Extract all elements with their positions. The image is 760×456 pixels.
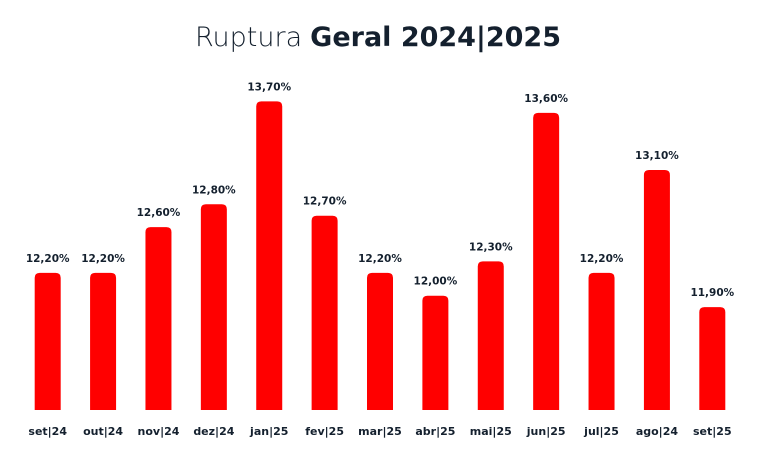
x-tick-label: jun|25: [526, 425, 566, 438]
value-label: 13,60%: [524, 93, 568, 105]
x-tick-label: abr|25: [415, 425, 455, 438]
x-tick-label: set|25: [693, 425, 732, 438]
x-tick-label: dez|24: [193, 425, 234, 438]
x-tick-label: set|24: [28, 425, 67, 438]
chart-title: Ruptura Geral 2024|2025: [195, 22, 561, 53]
x-tick-label: mai|25: [470, 425, 512, 438]
x-tick-label: mar|25: [358, 425, 402, 438]
value-label: 12,00%: [414, 276, 458, 288]
bar: [145, 227, 172, 410]
bar: [699, 307, 726, 410]
value-label: 12,60%: [137, 207, 181, 219]
x-tick-label: jul|25: [583, 425, 619, 438]
bar: [477, 261, 504, 410]
bar: [90, 272, 117, 410]
x-tick-label: out|24: [83, 425, 123, 438]
value-label: 12,20%: [580, 253, 624, 265]
bar: [256, 101, 283, 410]
value-label: 12,70%: [303, 196, 347, 208]
title-light: Ruptura: [195, 22, 302, 53]
value-label: 12,20%: [81, 253, 125, 265]
value-label: 13,10%: [635, 150, 679, 162]
bar: [422, 295, 449, 410]
x-tick-label: nov|24: [138, 425, 180, 438]
bar: [311, 215, 338, 410]
bar: [34, 272, 61, 410]
bar: [643, 170, 670, 410]
value-label: 11,90%: [690, 287, 734, 299]
value-label: 12,80%: [192, 184, 236, 196]
title-bold: Geral 2024|2025: [310, 22, 561, 53]
bar: [367, 272, 393, 410]
value-label: 12,20%: [358, 253, 402, 265]
x-tick-label: ago|24: [636, 425, 679, 438]
value-label: 12,30%: [469, 241, 513, 253]
bar: [533, 112, 560, 410]
value-label: 12,20%: [26, 253, 70, 265]
bar: [200, 204, 227, 410]
x-tick-label: fev|25: [305, 425, 344, 438]
x-tick-label: jan|25: [249, 425, 288, 438]
value-label: 13,70%: [247, 81, 291, 93]
bar: [588, 272, 615, 410]
